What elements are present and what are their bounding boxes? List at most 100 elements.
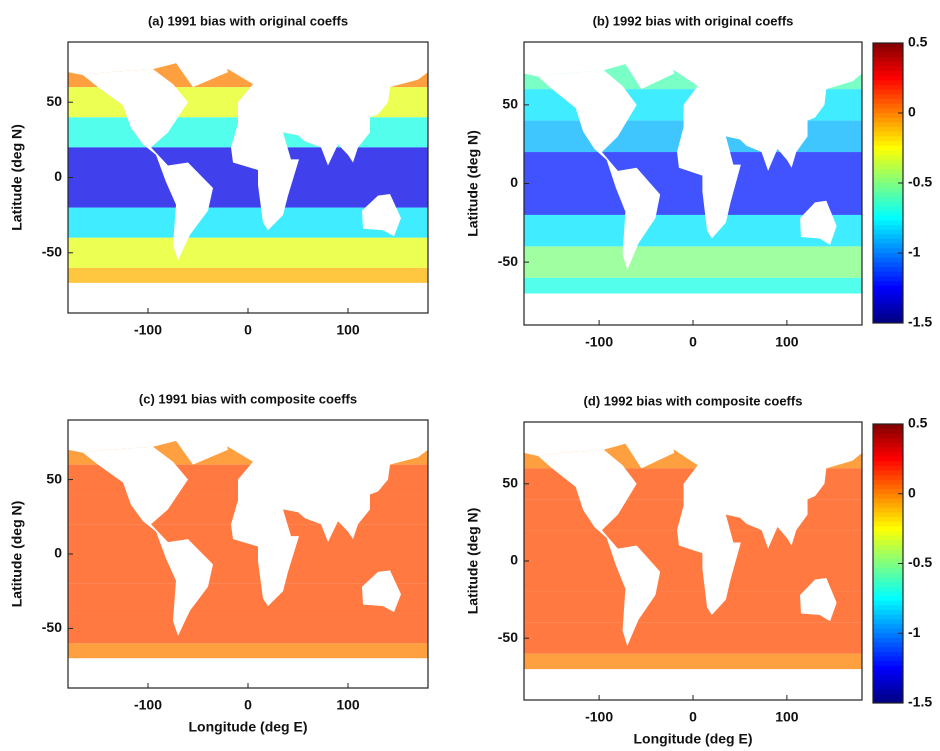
x-tick-label: 100 bbox=[336, 697, 360, 713]
x-tick-label: -100 bbox=[585, 334, 613, 350]
y-tick-label: 0 bbox=[510, 552, 518, 568]
colorbar-tick-label: -0.5 bbox=[908, 554, 932, 570]
land-mask bbox=[68, 282, 428, 313]
colorbar-step bbox=[873, 57, 903, 63]
land-mask bbox=[68, 42, 428, 231]
x-tick-label: 100 bbox=[775, 334, 799, 350]
colorbar-tick-label: -1.5 bbox=[908, 694, 932, 710]
colorbar-step bbox=[873, 591, 903, 597]
colorbar-step bbox=[873, 253, 903, 259]
colorbar-step bbox=[873, 475, 903, 481]
colorbar-step bbox=[873, 582, 903, 588]
panel-title: (c) 1991 bias with composite coeffs bbox=[139, 391, 357, 406]
colorbar-step bbox=[873, 117, 903, 123]
land-mask bbox=[68, 658, 428, 688]
bias-band bbox=[524, 622, 862, 654]
y-tick-label: 50 bbox=[502, 96, 518, 112]
colorbar-step bbox=[873, 642, 903, 648]
colorbar-step bbox=[873, 442, 903, 448]
land-mask bbox=[362, 570, 401, 613]
x-tick-label: -100 bbox=[134, 697, 162, 713]
bias-band bbox=[68, 613, 428, 644]
colorbar-step bbox=[873, 605, 903, 611]
x-axis-label: Longitude (deg E) bbox=[634, 731, 753, 747]
colorbar-step bbox=[873, 248, 903, 254]
colorbar-step bbox=[873, 647, 903, 653]
colorbar-step bbox=[873, 610, 903, 616]
land-mask bbox=[83, 69, 213, 261]
bias-band bbox=[524, 561, 862, 592]
colorbar-step bbox=[873, 220, 903, 226]
colorbar-step bbox=[873, 698, 903, 704]
land-mask bbox=[68, 420, 428, 607]
colorbar-step bbox=[873, 661, 903, 667]
colorbar-step bbox=[873, 187, 903, 193]
y-axis-label: Latitude (deg N) bbox=[9, 124, 25, 231]
colorbar-step bbox=[873, 479, 903, 485]
colorbar-step bbox=[873, 197, 903, 203]
y-tick-label: 0 bbox=[54, 545, 62, 561]
colorbar-tick-label: 0.5 bbox=[908, 34, 928, 50]
colorbar-step bbox=[873, 164, 903, 170]
colorbar-step bbox=[873, 141, 903, 147]
y-tick-label: 50 bbox=[46, 470, 62, 486]
colorbar-step bbox=[873, 493, 903, 499]
x-tick-label: 100 bbox=[775, 709, 799, 725]
colorbar-step bbox=[873, 131, 903, 137]
colorbar-step bbox=[873, 465, 903, 471]
colorbar-step bbox=[873, 243, 903, 249]
colorbar-step bbox=[873, 512, 903, 518]
colorbar-step bbox=[873, 309, 903, 315]
colorbar-step bbox=[873, 554, 903, 560]
colorbar-step bbox=[873, 693, 903, 699]
y-axis-label: Latitude (deg N) bbox=[9, 501, 25, 608]
colorbar-step bbox=[873, 507, 903, 513]
land-mask bbox=[524, 293, 862, 325]
colorbar-step bbox=[873, 225, 903, 231]
colorbar-step bbox=[873, 530, 903, 537]
x-tick-label: -100 bbox=[134, 322, 162, 338]
colorbar-tick-label: -1 bbox=[908, 624, 921, 640]
land-mask bbox=[800, 577, 837, 622]
colorbar-step bbox=[873, 651, 903, 657]
colorbar-step bbox=[873, 461, 903, 467]
colorbar-step bbox=[873, 89, 903, 95]
land-mask bbox=[624, 434, 675, 469]
colorbar-step bbox=[873, 145, 903, 151]
colorbar-step bbox=[873, 155, 903, 161]
colorbar-step bbox=[873, 150, 903, 156]
panel-title: (d) 1992 bias with composite coeffs bbox=[584, 393, 803, 408]
colorbar-step bbox=[873, 257, 903, 263]
colorbar-tick-label: -1.5 bbox=[908, 314, 932, 330]
x-tick-label: 0 bbox=[689, 334, 697, 350]
colorbar-step bbox=[873, 633, 903, 639]
colorbar-step bbox=[873, 192, 903, 198]
colorbar-step bbox=[873, 113, 903, 119]
colorbar-step bbox=[873, 526, 903, 532]
colorbar-step bbox=[873, 108, 903, 114]
colorbar-step bbox=[873, 535, 903, 541]
bias-band bbox=[68, 237, 428, 268]
land-mask bbox=[175, 54, 228, 88]
land-mask bbox=[524, 669, 862, 700]
colorbar-step bbox=[873, 572, 903, 578]
colorbar-step bbox=[873, 94, 903, 100]
colorbar-step bbox=[873, 596, 903, 602]
colorbar-step bbox=[873, 517, 903, 523]
colorbar-step bbox=[873, 456, 903, 462]
colorbar-step bbox=[873, 619, 903, 625]
colorbar-step bbox=[873, 276, 903, 282]
colorbar-step bbox=[873, 540, 903, 546]
land-mask bbox=[624, 54, 675, 90]
colorbar-step bbox=[873, 43, 903, 49]
colorbar-step bbox=[873, 558, 903, 564]
x-tick-label: 100 bbox=[336, 322, 360, 338]
colorbar-step bbox=[873, 234, 903, 240]
colorbar-step bbox=[873, 600, 903, 606]
colorbar-step bbox=[873, 424, 903, 430]
colorbar-step bbox=[873, 75, 903, 81]
y-tick-label: -50 bbox=[498, 253, 518, 269]
colorbar-tick-label: 0 bbox=[908, 484, 916, 500]
colorbar-step bbox=[873, 318, 903, 324]
